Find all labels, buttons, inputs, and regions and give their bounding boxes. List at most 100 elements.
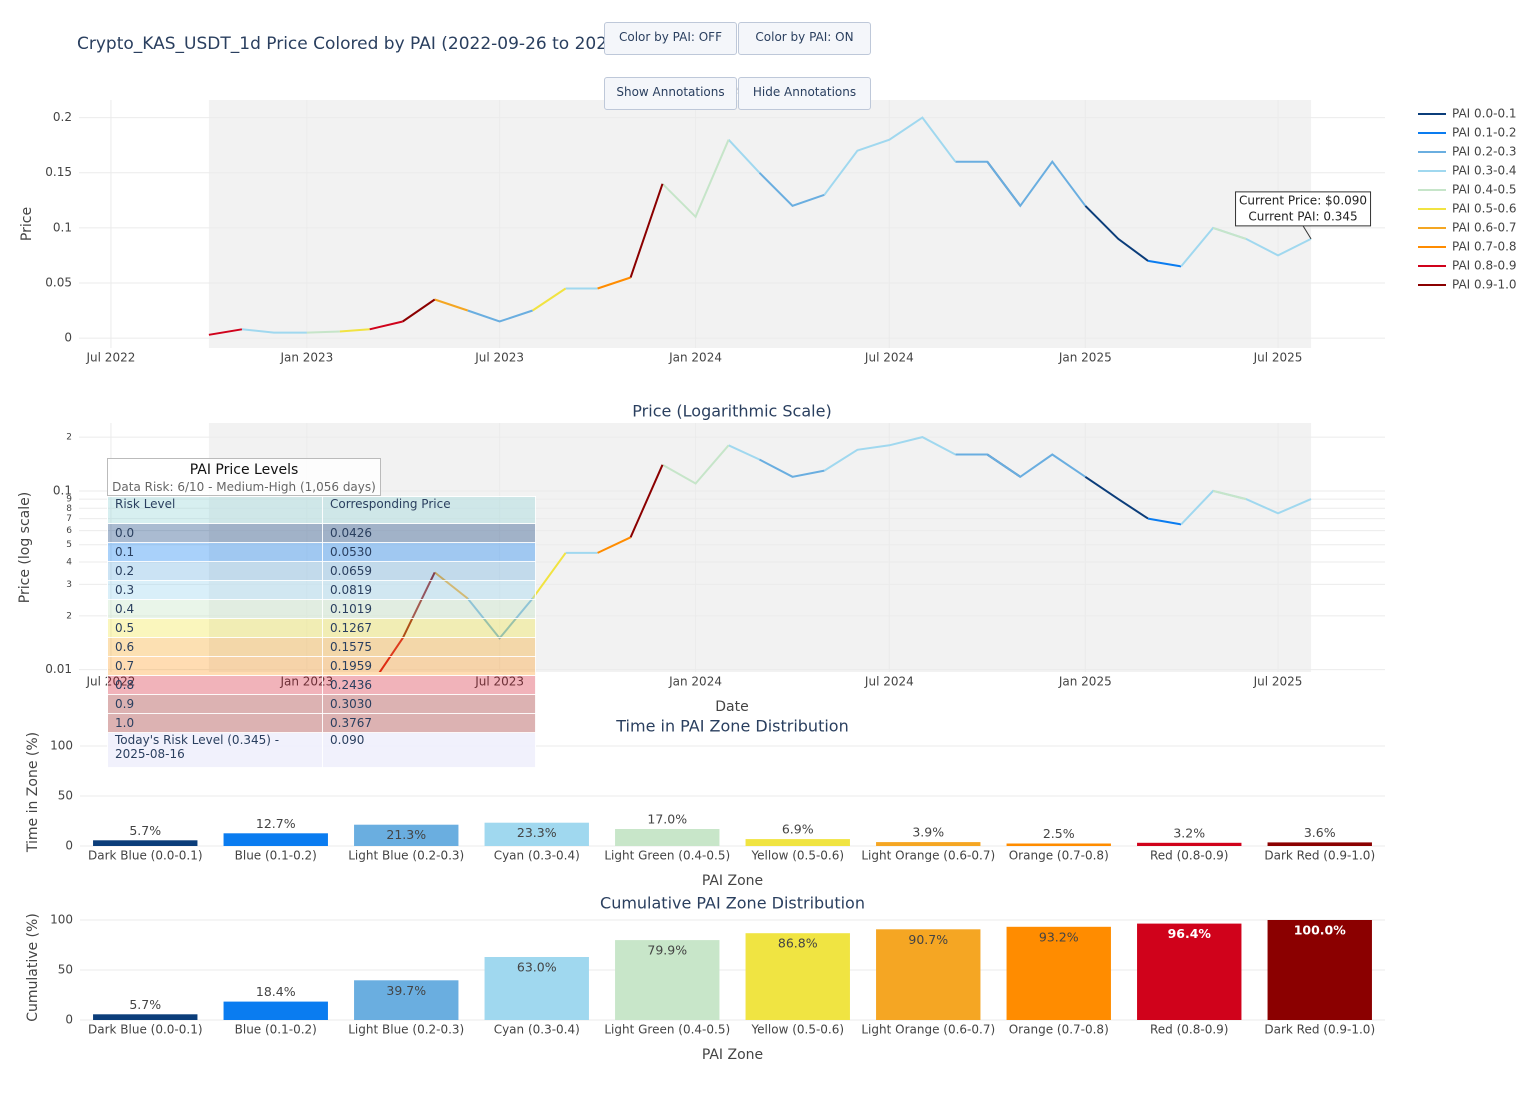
value-label: 21.3% (386, 827, 426, 842)
bar (1267, 920, 1372, 1020)
x-tick-label: Red (0.8-0.9) (1150, 849, 1228, 863)
legend-label: PAI 0.8-0.9 (1452, 259, 1517, 273)
y-tick-label: 7 (66, 514, 72, 524)
value-label: 6.9% (782, 822, 814, 837)
table-cell: 0.5 (107, 618, 323, 638)
value-label: 12.7% (256, 816, 296, 831)
chart-title: Price (Logarithmic Scale) (632, 402, 831, 421)
table-cell: 0.4 (107, 599, 323, 619)
data-range-band (208, 100, 1312, 348)
y-tick-label: 0 (65, 1013, 73, 1027)
value-label: 3.2% (1173, 825, 1205, 840)
x-tick-label: Cyan (0.3-0.4) (494, 849, 580, 863)
price-line (1147, 259, 1182, 268)
x-tick-label: Light Green (0.4-0.5) (604, 1023, 730, 1037)
y-tick-label: 0.1 (53, 220, 72, 234)
table-cell: 1.0 (107, 713, 323, 733)
x-tick-label: Jan 2024 (668, 675, 722, 689)
legend-label: PAI 0.3-0.4 (1452, 164, 1517, 178)
value-label: 100.0% (1294, 923, 1347, 938)
table-subtitle: Data Risk: 6/10 - Medium-High (1,056 day… (112, 480, 376, 494)
bar (1006, 843, 1111, 846)
bar (1137, 923, 1242, 1020)
table-cell: 0.0659 (322, 561, 536, 581)
x-tick-label: Light Orange (0.6-0.7) (861, 1023, 995, 1037)
table-row: 0.0 0.0426 (107, 523, 536, 543)
annotation-text: Current PAI: 0.345 (1248, 209, 1357, 223)
table-cell: 0.9 (107, 694, 323, 714)
x-tick-label: Jan 2024 (668, 351, 722, 365)
color-off-button[interactable]: Color by PAI: OFF (604, 22, 737, 55)
table-cell: Risk Level (107, 496, 323, 524)
x-tick-label: Dark Red (0.9-1.0) (1264, 849, 1375, 863)
bar (1137, 842, 1242, 846)
table-row: 0.3 0.0819 (107, 580, 536, 600)
legend-label: PAI 0.4-0.5 (1452, 183, 1517, 197)
bar (484, 957, 589, 1020)
value-label: 93.2% (1039, 929, 1079, 944)
table-cell: 0.6 (107, 637, 323, 657)
value-label: 5.7% (129, 997, 161, 1012)
x-axis-label: PAI Zone (702, 1047, 763, 1063)
x-tick-label: Dark Blue (0.0-0.1) (88, 849, 203, 863)
value-label: 86.8% (778, 936, 818, 951)
y-axis-label: Price (19, 207, 35, 241)
price-line (597, 536, 632, 554)
bar (745, 839, 850, 846)
table-row: 1.0 0.3767 (107, 713, 536, 733)
price-line (531, 552, 567, 600)
table-cell: 0.1575 (322, 637, 536, 657)
price-line (241, 116, 1312, 334)
table-cell: 0.3 (107, 580, 323, 600)
x-tick-label: Red (0.8-0.9) (1150, 1023, 1228, 1037)
legend-label: PAI 0.7-0.8 (1452, 240, 1517, 254)
table-cell: 0.2436 (322, 675, 536, 695)
value-label: 79.9% (647, 943, 687, 958)
table-cell: 0.2 (107, 561, 323, 581)
table-cell: 0.1 (107, 542, 323, 562)
bar (876, 842, 981, 846)
hide-annotations-button[interactable]: Hide Annotations (738, 77, 871, 110)
value-label: 96.4% (1168, 926, 1212, 941)
y-tick-label: 0.1 (53, 483, 72, 497)
x-tick-label: Jan 2025 (1058, 351, 1112, 365)
price-level-table: PAI Price Levels Data Risk: 6/10 - Mediu… (107, 458, 536, 768)
x-tick-label: Jul 2022 (86, 351, 136, 365)
x-tick-label: Cyan (0.3-0.4) (494, 1023, 580, 1037)
bar (223, 1001, 328, 1020)
y-tick-label: 3 (66, 580, 72, 590)
annotation-text: Current Price: $0.090 (1239, 193, 1367, 207)
y-tick-label: 50 (58, 963, 73, 977)
value-label: 17.0% (647, 812, 687, 827)
table-cell: 0.8 (107, 675, 323, 695)
y-tick-label: 0 (64, 331, 72, 345)
show-annotations-button[interactable]: Show Annotations (604, 77, 737, 110)
y-tick-label: 0.15 (45, 165, 72, 179)
price-line (662, 444, 1247, 501)
price-line (467, 160, 1087, 323)
y-tick-label: 5 (66, 540, 72, 550)
legend-label: PAI 0.2-0.3 (1452, 145, 1517, 159)
table-cell: 0.1019 (322, 599, 536, 619)
price-line (339, 287, 567, 333)
annotation-box (1235, 191, 1372, 227)
table-row: 0.2 0.0659 (107, 561, 536, 581)
price-line (208, 320, 403, 336)
x-tick-label: Jan 2025 (1058, 675, 1112, 689)
y-axis-label: Time in Zone (%) (25, 732, 41, 853)
value-label: 23.3% (517, 825, 557, 840)
value-label: 90.7% (908, 932, 948, 947)
price-line (402, 183, 664, 323)
table-cell: 0.3767 (322, 713, 536, 733)
color-on-button[interactable]: Color by PAI: ON (738, 22, 871, 55)
y-tick-label: 50 (58, 789, 73, 803)
x-axis-label: PAI Zone (702, 873, 763, 889)
table-cell: 0.7 (107, 656, 323, 676)
table-cell: 0.0426 (322, 523, 536, 543)
value-label: 5.7% (129, 823, 161, 838)
table-cell: Today's Risk Level (0.345) - 2025-08-16 (107, 732, 323, 768)
y-tick-label: 2 (66, 433, 72, 443)
table-title: PAI Price Levels (189, 462, 299, 478)
table-cell: 0.090 (322, 732, 536, 768)
x-tick-label: Blue (0.1-0.2) (235, 849, 317, 863)
